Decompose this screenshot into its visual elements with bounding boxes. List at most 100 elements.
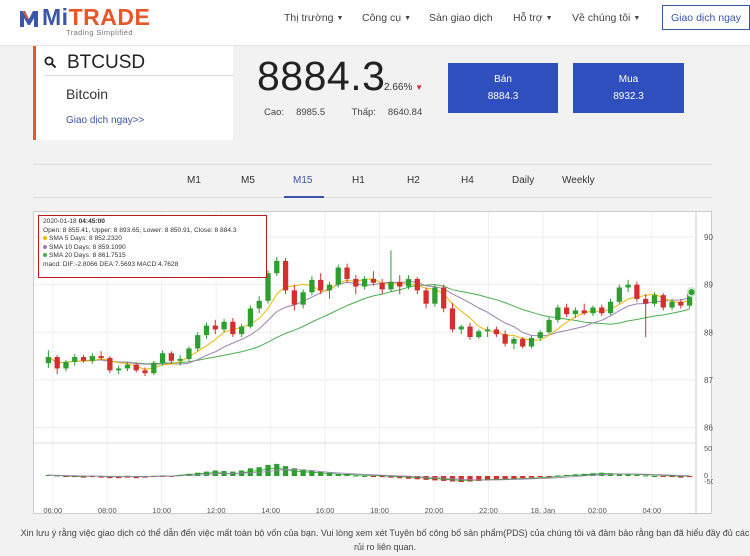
- macd-bar-down: [520, 476, 526, 479]
- candle-down: [564, 307, 570, 315]
- macd-tick-label: 0: [704, 471, 708, 480]
- low-label: Thấp:: [351, 107, 376, 118]
- candle-up: [590, 307, 596, 314]
- candle-down: [54, 357, 60, 369]
- sell-price: 8884.3: [487, 91, 519, 102]
- nav-about[interactable]: Về chúng tôi ▼: [572, 12, 652, 24]
- candle-up: [63, 361, 69, 369]
- sell-label: Bán: [494, 74, 512, 85]
- candle-down: [449, 308, 456, 330]
- candlestick-chart[interactable]: 8600 8700 8800 8900 9000 06:00 08:00 10:00 12:00…: [34, 212, 713, 515]
- candle-down: [133, 364, 139, 371]
- candle-up: [555, 307, 561, 320]
- candle-up: [89, 356, 95, 361]
- buy-button[interactable]: Mua 8932.3: [573, 63, 684, 113]
- macd-bar-up: [616, 473, 622, 476]
- trade-now-link[interactable]: Giao dịch ngay>>: [66, 115, 145, 126]
- mitrade-logo[interactable]: MiTRADE Trading Simplified: [18, 4, 150, 37]
- macd-bar-down: [678, 476, 684, 478]
- x-tick-label: 10:00: [152, 506, 171, 515]
- macd-bar-up: [309, 470, 315, 476]
- nav-markets-label: Thị trường: [284, 12, 334, 24]
- candle-up: [476, 331, 482, 338]
- trade-now-button[interactable]: Giao dịch ngay: [662, 5, 750, 30]
- candle-up: [546, 319, 552, 333]
- tab-h1[interactable]: H1: [352, 175, 365, 186]
- candle-up: [124, 364, 131, 369]
- nav-support[interactable]: Hỗ trợ ▼: [513, 12, 573, 24]
- candle-down: [502, 334, 508, 344]
- tab-h4[interactable]: H4: [461, 175, 474, 186]
- macd-bar-up: [318, 471, 324, 476]
- arrow-down-icon: ▼: [415, 83, 424, 92]
- nav-support-label: Hỗ trợ: [513, 12, 543, 24]
- x-tick-label: 18. Jan: [531, 506, 556, 515]
- candle-up: [484, 329, 491, 332]
- macd-bar-up: [265, 465, 271, 476]
- candle-up: [458, 326, 464, 330]
- logo-mark-icon: [20, 11, 38, 27]
- sell-button[interactable]: Bán 8884.3: [448, 63, 558, 113]
- symbol-code: BTCUSD: [67, 51, 146, 73]
- price-chart[interactable]: 8600 8700 8800 8900 9000 06:00 08:00 10:00 12:00…: [33, 211, 713, 515]
- tab-weekly[interactable]: Weekly: [562, 175, 595, 186]
- y-tick-label: 8800: [704, 328, 713, 337]
- chevron-down-icon: ▼: [545, 14, 553, 22]
- candle-down: [520, 338, 526, 347]
- candle-up: [625, 284, 631, 288]
- macd-bar-up: [282, 466, 289, 476]
- macd-bar-up: [555, 475, 561, 477]
- nav-tools[interactable]: Công cụ ▼: [362, 12, 432, 24]
- tooltip-macd: macd: DIF:-2.8066 DEA:7.5693 MACD:4.7628: [43, 260, 179, 268]
- candle-up: [528, 337, 535, 347]
- macd-bar-up: [203, 471, 210, 476]
- tab-m5[interactable]: M5: [241, 175, 255, 186]
- x-tick-label: 22:00: [479, 506, 498, 515]
- candle-up: [326, 284, 333, 291]
- y-tick-label: 8700: [704, 376, 713, 385]
- macd-bar-down: [89, 476, 95, 478]
- tab-m1[interactable]: M1: [187, 175, 201, 186]
- low-number: 8640.84: [387, 107, 423, 118]
- symbol-search[interactable]: BTCUSD: [44, 50, 234, 76]
- candle-down: [397, 281, 403, 287]
- macd-dea-line: [48, 469, 690, 481]
- candle-down: [660, 295, 666, 308]
- current-price: 8884.3: [257, 53, 386, 99]
- macd-bar-up: [256, 467, 262, 476]
- tab-m15[interactable]: M15: [293, 175, 313, 186]
- macd-bar-down: [484, 476, 491, 481]
- risk-disclaimer: Xin lưu ý rằng việc giao dịch có thể dẫn…: [20, 528, 750, 552]
- chevron-down-icon: ▼: [633, 14, 641, 22]
- tooltip-sma5-row: SMA 5 Days: 8 852.2320: [43, 235, 262, 244]
- tab-h2[interactable]: H2: [407, 175, 420, 186]
- macd-tick-label: -50: [704, 477, 713, 486]
- tooltip-sma10: SMA 10 Days: 8 859.1090: [49, 243, 126, 251]
- macd-bar-down: [379, 476, 385, 478]
- sma5-line: [48, 278, 690, 370]
- tooltip-sma10-row: SMA 10 Days: 8 859.1090: [43, 244, 262, 253]
- tooltip-ohlc: Open: 8 855.41, Upper: 8 893.65, Lower: …: [43, 226, 237, 234]
- search-icon: [44, 56, 57, 69]
- candle-up: [116, 368, 122, 371]
- macd-bar-up: [291, 468, 297, 476]
- macd-bar-down: [660, 476, 666, 477]
- candle-down: [643, 298, 649, 304]
- nav-markets[interactable]: Thị trường ▼: [284, 12, 364, 24]
- macd-bar-down: [467, 476, 473, 482]
- candle-down: [414, 278, 420, 291]
- candle-down: [80, 357, 87, 361]
- macd-bar-up: [590, 473, 596, 476]
- x-tick-label: 04:00: [642, 506, 661, 515]
- chevron-down-icon: ▼: [404, 14, 412, 22]
- macd-bar-up: [651, 476, 658, 477]
- macd-bar-up: [344, 474, 350, 476]
- candle-down: [634, 284, 640, 299]
- tab-daily[interactable]: Daily: [512, 175, 535, 186]
- low-value: Thấp: 8640.84: [352, 107, 435, 118]
- x-tick-label: 14:00: [261, 506, 280, 515]
- macd-bar-down: [116, 476, 122, 479]
- candle-up: [335, 267, 341, 285]
- candle-down: [230, 321, 236, 335]
- nav-platform[interactable]: Sàn giao dịch: [429, 12, 509, 24]
